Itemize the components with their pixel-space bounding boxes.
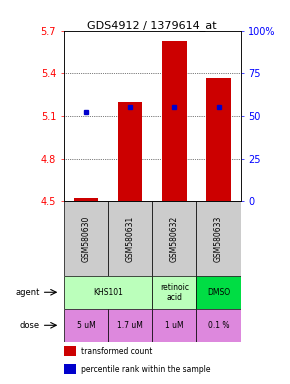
Bar bbox=[152, 276, 197, 309]
Text: DMSO: DMSO bbox=[207, 288, 230, 297]
Text: retinoic
acid: retinoic acid bbox=[160, 283, 189, 302]
Text: 1.7 uM: 1.7 uM bbox=[117, 321, 143, 330]
Bar bbox=[74, 199, 98, 201]
Bar bbox=[64, 346, 76, 356]
Text: 0.1 %: 0.1 % bbox=[208, 321, 229, 330]
Bar bbox=[196, 276, 241, 309]
Bar bbox=[64, 201, 108, 276]
Bar bbox=[162, 41, 186, 201]
Text: dose: dose bbox=[19, 321, 39, 330]
Text: GSM580632: GSM580632 bbox=[170, 215, 179, 262]
Text: transformed count: transformed count bbox=[81, 346, 153, 356]
Bar bbox=[64, 309, 108, 342]
Bar bbox=[118, 102, 142, 201]
Text: percentile rank within the sample: percentile rank within the sample bbox=[81, 364, 211, 374]
Bar bbox=[152, 201, 197, 276]
Text: GSM580633: GSM580633 bbox=[214, 215, 223, 262]
Title: GDS4912 / 1379614_at: GDS4912 / 1379614_at bbox=[88, 20, 217, 31]
Bar bbox=[64, 364, 76, 374]
Text: GSM580630: GSM580630 bbox=[81, 215, 90, 262]
Bar bbox=[196, 201, 241, 276]
Text: 5 uM: 5 uM bbox=[77, 321, 95, 330]
Text: 1 uM: 1 uM bbox=[165, 321, 184, 330]
Bar bbox=[108, 309, 152, 342]
Bar bbox=[206, 78, 231, 201]
Bar bbox=[64, 276, 152, 309]
Text: agent: agent bbox=[15, 288, 39, 297]
Bar bbox=[196, 309, 241, 342]
Bar bbox=[108, 201, 152, 276]
Text: GSM580631: GSM580631 bbox=[126, 215, 135, 262]
Bar bbox=[152, 309, 197, 342]
Text: KHS101: KHS101 bbox=[93, 288, 123, 297]
